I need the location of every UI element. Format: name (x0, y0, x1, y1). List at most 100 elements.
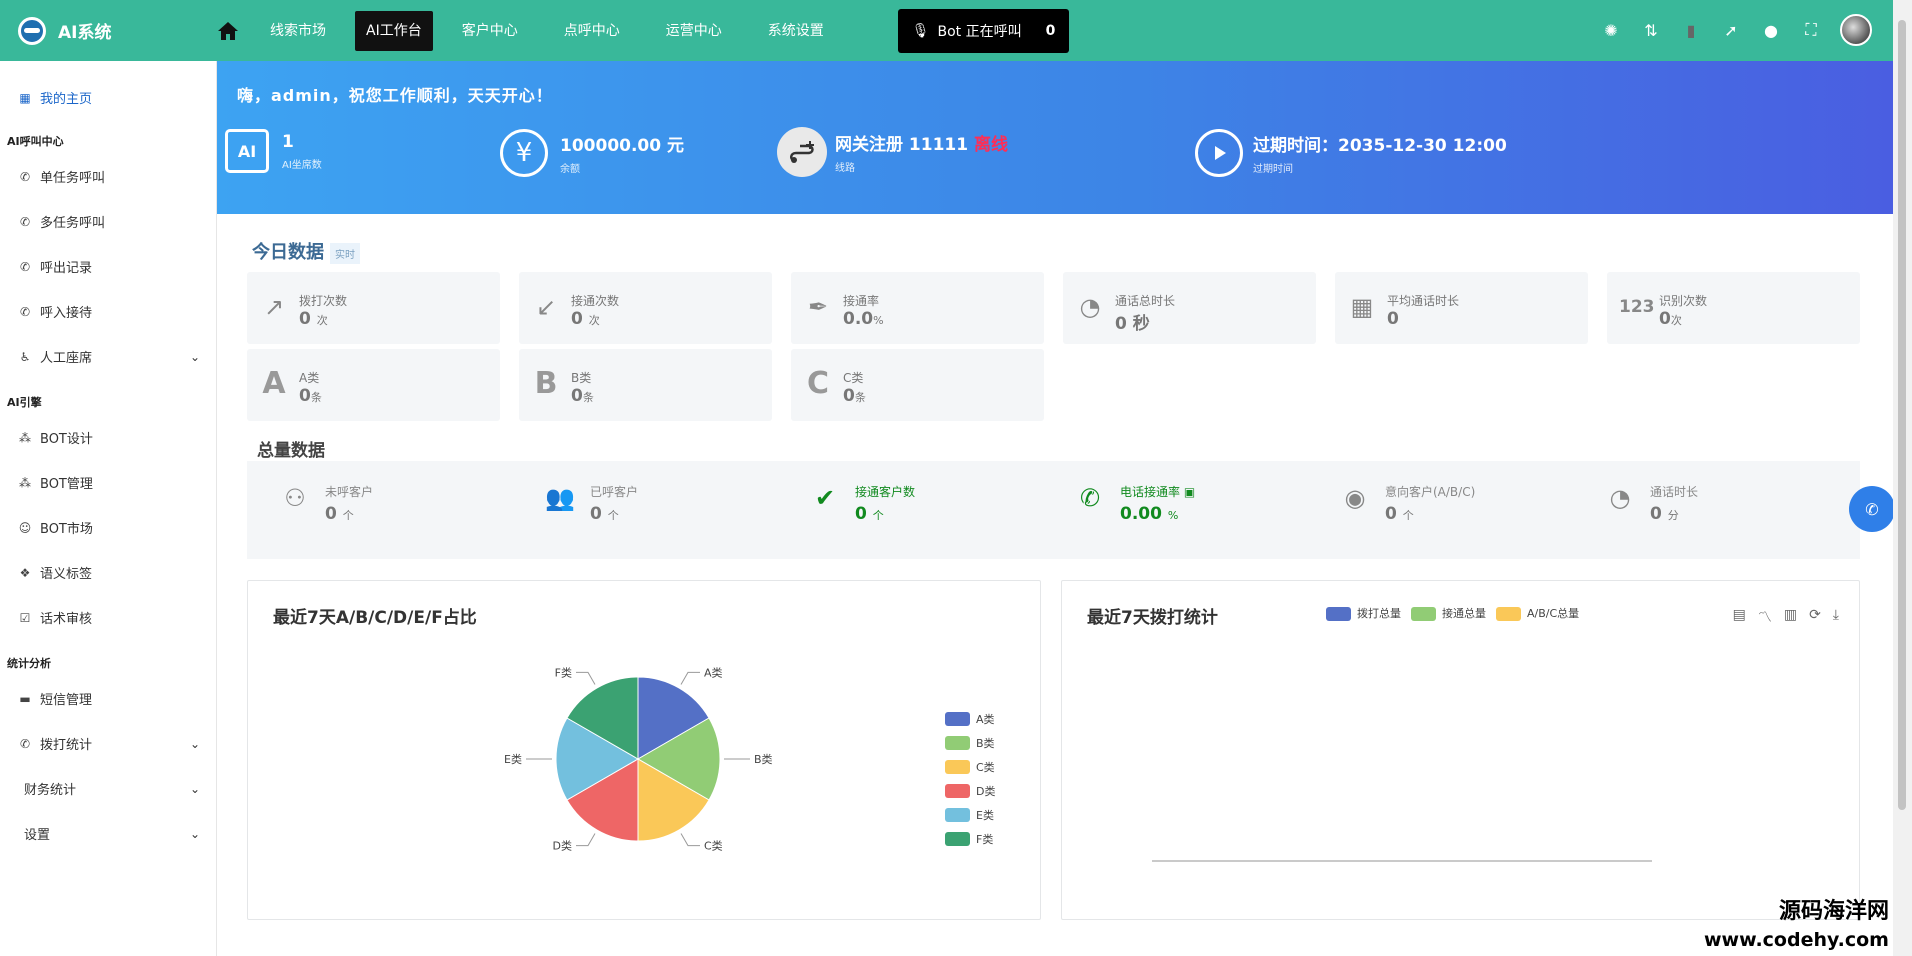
pie-legend-item[interactable]: B类 (945, 731, 995, 755)
sidebar-item-bot-market[interactable]: ☺ BOT市场 (0, 505, 216, 550)
greeting-text: 嗨，admin，祝您工作顺利，天天开心！ (237, 86, 553, 105)
line-legend-item[interactable]: A/B/C总量 (1496, 605, 1579, 621)
sidebar-item-multi-task-call[interactable]: ✆ 多任务呼叫 (0, 199, 216, 244)
sidebar-item-sms-management[interactable]: ▬ 短信管理 (0, 676, 216, 721)
scrollbar[interactable] (1893, 0, 1912, 956)
card-value-unit: % (873, 314, 884, 327)
transfer-icon[interactable]: ⇅ (1644, 20, 1658, 40)
pie-label-2: C类 (704, 839, 723, 853)
pie-legend-item[interactable]: D类 (945, 779, 995, 803)
total-value: 0 个 (325, 504, 373, 524)
tags-icon: ❖ (19, 565, 31, 580)
stat-gateway: 网关注册 11111 离线 线路 (777, 127, 1008, 177)
total-label: 未呼客户 (325, 485, 374, 499)
app-logo[interactable]: AI系统 (0, 16, 205, 45)
pie-slice-3[interactable] (566, 758, 639, 842)
logo-icon (18, 16, 46, 45)
pie-legend-item[interactable]: C类 (945, 755, 995, 779)
nav-customer-center[interactable]: 客户中心 (461, 22, 518, 39)
smile-icon: ☺ (18, 520, 32, 535)
line-chart-title: 最近7天拨打统计 (1087, 608, 1218, 628)
nav-call-center[interactable]: 点呼中心 (563, 22, 620, 39)
nav-leads-market[interactable]: 线索市场 (270, 22, 326, 39)
line-legend-item[interactable]: 接通总量 (1411, 605, 1486, 621)
sidebar-item-dial-statistics[interactable]: ✆ 拨打统计 ⌄ (0, 721, 216, 766)
sidebar-item-outbound-records[interactable]: ✆ 呼出记录 (0, 244, 216, 289)
total-connected-customers: ✔ 接通客户数 0 个 (810, 483, 915, 524)
legend-swatch (945, 712, 970, 726)
pie-legend-item[interactable]: F类 (945, 827, 995, 851)
pie-legend-item[interactable]: E类 (945, 803, 995, 827)
dashboard-icon: ▦ (19, 90, 31, 105)
nav-ai-workbench[interactable]: AI工作台 (355, 10, 433, 51)
total-value-unit: 个 (1402, 509, 1414, 522)
avatar[interactable] (1840, 14, 1872, 46)
line-type-icon[interactable]: 〽 (1757, 610, 1772, 626)
bar-type-icon[interactable]: ▥ (1783, 607, 1798, 623)
pie-label-3: D类 (553, 839, 572, 853)
card-total-duration: ◔ 通话总时长 0 秒 (1063, 272, 1316, 344)
pie-slice-5[interactable] (566, 676, 639, 760)
sidebar-item-finance-statistics[interactable]: 财务统计 ⌄ (0, 766, 216, 811)
download-icon[interactable]: ⤓ (1832, 607, 1839, 623)
card-value: 0条 (843, 386, 866, 406)
sidebar-item-bot-management[interactable]: ⁂ BOT管理 (0, 460, 216, 505)
call-fab-button[interactable]: ✆ (1849, 486, 1895, 532)
pie-slice-0[interactable] (637, 676, 710, 760)
nav-operations-center[interactable]: 运营中心 (665, 22, 722, 39)
sidebar-item-single-task-call[interactable]: ✆ 单任务呼叫 (0, 154, 216, 199)
yen-icon: ¥ (500, 129, 548, 177)
sidebar-item-label: 话术审核 (40, 612, 93, 627)
sidebar-item-settings[interactable]: 设置 ⌄ (0, 811, 216, 856)
total-value-number: 0 (1385, 504, 1397, 524)
nav-system-settings[interactable]: 系统设置 (767, 22, 824, 39)
top-right-tools: ✺ ⇅ ▮ ➚ ● ⛶ (1600, 14, 1872, 46)
totals-panel: ⚇ 未呼客户 0 个 👥 已呼客户 0 个 ✔ 接通客户数 0 个 ✆ 电话接通率 ▣ 0.00… (247, 461, 1860, 559)
sidebar-item-home[interactable]: ▦ 我的主页 (0, 75, 216, 120)
pie-slice-2[interactable] (637, 758, 710, 842)
line-chart (1152, 860, 1652, 862)
compass-icon[interactable]: ➚ (1724, 20, 1738, 40)
sidebar-item-script-review[interactable]: ☑ 话术审核 (0, 595, 216, 640)
sidebar: ▦ 我的主页 AI呼叫中心 ✆ 单任务呼叫 ✆ 多任务呼叫 ✆ 呼出记录 ✆ 呼入接待 … (0, 61, 217, 956)
pie-slice-1[interactable] (637, 717, 721, 801)
total-value-number: 0 (855, 504, 867, 524)
scrollbar-thumb[interactable] (1898, 20, 1906, 810)
card-label: 拨打次数 (299, 294, 348, 308)
pie-slice-4[interactable] (555, 717, 639, 801)
bot-status-button[interactable]: 🎙 Bot 正在呼叫 0 (897, 8, 1070, 53)
sidebar-item-label: 呼出记录 (40, 261, 93, 276)
legend-label: A/B/C总量 (1527, 607, 1580, 620)
card-label: 识别次数 (1659, 294, 1708, 308)
data-view-icon[interactable]: ▤ (1732, 607, 1746, 623)
total-phone-connect-rate: ✆ 电话接通率 ▣ 0.00 % (1075, 483, 1195, 524)
sidebar-item-semantic-tags[interactable]: ❖ 语义标签 (0, 550, 216, 595)
pie-label-5: F类 (555, 665, 572, 679)
aperture-icon[interactable]: ✺ (1604, 20, 1618, 40)
sidebar-item-manual-agents[interactable]: ♿ 人工座席 ⌄ (0, 334, 216, 379)
card-value-number: 0 秒 (1115, 314, 1150, 334)
bookmark-icon[interactable]: ▮ (1686, 20, 1696, 40)
sidebar-item-inbound-reception[interactable]: ✆ 呼入接待 (0, 289, 216, 334)
total-label: 接通客户数 (855, 485, 916, 499)
legend-label: 接通总量 (1442, 607, 1486, 620)
github-icon[interactable]: ● (1764, 20, 1778, 40)
card-avg-duration: ▦ 平均通话时长 0 (1335, 272, 1588, 344)
pie-legend-item[interactable]: A类 (945, 707, 995, 731)
today-data-title: 今日数据 实时 (252, 238, 360, 264)
line-legend-item[interactable]: 拨打总量 (1326, 605, 1401, 621)
seats-label: AI坐席数 (282, 159, 322, 171)
sidebar-item-label: 语义标签 (40, 567, 93, 582)
checklist-icon: ☑ (19, 610, 31, 625)
card-value: 0次 (1659, 309, 1682, 329)
card-value-number: 0.0 (843, 309, 874, 329)
sidebar-item-label: BOT设计 (40, 432, 93, 447)
total-value-unit: 个 (872, 509, 884, 522)
card-value-unit: 条 (310, 391, 322, 404)
fullscreen-icon[interactable]: ⛶ (1805, 20, 1817, 39)
restore-icon[interactable]: ⟳ (1809, 607, 1821, 623)
home-icon[interactable] (217, 21, 239, 41)
sidebar-item-bot-design[interactable]: ⁂ BOT设计 (0, 415, 216, 460)
legend-label: F类 (976, 833, 994, 846)
calendar-clock-icon: ▦ (1350, 293, 1374, 321)
